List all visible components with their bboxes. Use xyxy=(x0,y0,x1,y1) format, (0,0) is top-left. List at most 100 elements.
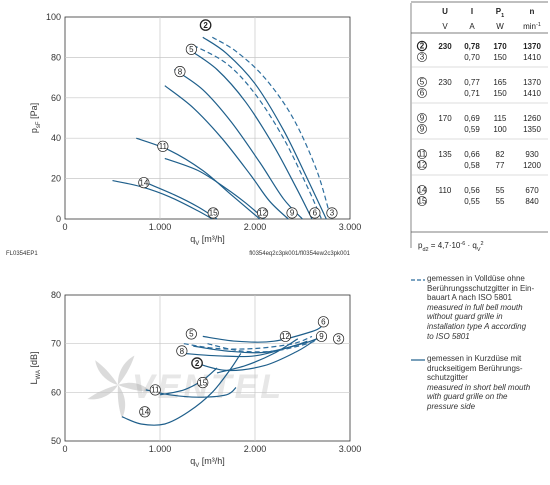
table-cell-I: 0,71 xyxy=(464,89,480,98)
table-row-marker xyxy=(417,77,427,87)
curve-marker-label: 6 xyxy=(321,318,326,327)
table-unit: min-1 xyxy=(523,22,541,31)
curve-marker-12 xyxy=(257,207,269,219)
y-tick-label: 60 xyxy=(51,387,61,397)
curve-marker-9 xyxy=(286,207,298,219)
table-unit: A xyxy=(469,22,475,31)
legend-line-en: measured in full bell mouth xyxy=(427,302,523,312)
curve-marker-label: 15 xyxy=(198,378,207,387)
curve-marker-15 xyxy=(207,207,219,219)
legend-line-en: to ISO 5801 xyxy=(427,331,470,341)
curve-marker-6 xyxy=(309,207,321,219)
y-tick-label: 60 xyxy=(51,93,61,103)
series-line-3 xyxy=(207,335,327,353)
table-row-marker xyxy=(417,88,427,98)
y-tick-label: 70 xyxy=(51,339,61,349)
table-row-marker-label: 3 xyxy=(420,52,425,61)
curve-marker-label: 14 xyxy=(140,408,149,417)
curve-marker-3 xyxy=(326,207,338,219)
series-line-14 xyxy=(121,353,242,426)
series-line-14 xyxy=(112,180,213,220)
fan-blade xyxy=(117,355,135,385)
curve-marker-6 xyxy=(317,316,329,328)
table-cell-n: 1200 xyxy=(523,161,541,170)
table-cell-U: 170 xyxy=(438,114,452,123)
legend-dashed-text: gemessen in Volldüse ohne Berührungsschut… xyxy=(427,274,534,341)
table-row-marker-label: 9 xyxy=(420,113,425,122)
table-cell-I: 0,70 xyxy=(464,53,480,62)
table-header-U: U xyxy=(442,7,448,16)
y-tick-label: 50 xyxy=(51,436,61,446)
table-row-marker xyxy=(417,113,427,123)
table-cell-P: 150 xyxy=(493,89,507,98)
x-tick-label: 2.000 xyxy=(244,444,267,454)
y-tick-label: 100 xyxy=(46,12,61,22)
legend-line-en: without guard grille in xyxy=(427,312,503,322)
legend-line-de: bauart A nach ISO 5801 xyxy=(427,293,512,303)
y-axis-label: LWA [dB] xyxy=(29,352,42,385)
x-tick-label: 0 xyxy=(62,444,67,454)
curve-marker-label: 8 xyxy=(180,347,185,356)
curve-marker-9 xyxy=(315,330,328,342)
table-cell-U: 135 xyxy=(438,150,452,159)
series-line-9 xyxy=(164,85,289,220)
pressure-chart: 0 1.000 2.000 3.000 0 20 40 60 80 100 2 5 8 11 14 15 12 9… xyxy=(6,12,361,257)
fan-blade xyxy=(95,360,118,385)
x-tick-label: 3.000 xyxy=(339,444,362,454)
curve-marker-15 xyxy=(197,377,209,389)
table-cell-P: 55 xyxy=(496,197,505,206)
series-line-11 xyxy=(145,387,237,398)
y-axis-label: psF [Pa] xyxy=(29,103,42,133)
legend-line-en: installation type A according xyxy=(427,321,527,331)
series-line-8 xyxy=(173,69,303,220)
table-cell-U: 110 xyxy=(439,186,452,195)
curve-marker-label: 9 xyxy=(319,332,324,341)
table-cell-I: 0,55 xyxy=(464,197,480,206)
table-cell-U: 230 xyxy=(438,78,452,87)
curve-marker-label: 6 xyxy=(313,209,318,218)
series-line-15 xyxy=(159,367,218,396)
table-cell-P: 77 xyxy=(496,161,505,170)
curve-marker-label: 3 xyxy=(330,209,335,218)
curve-marker-12 xyxy=(279,330,291,342)
table-row-marker xyxy=(416,40,428,52)
curve-marker-label: 3 xyxy=(336,335,341,344)
table-cell-I: 0,66 xyxy=(464,150,480,159)
chart-id-left: FL0354EP1 xyxy=(6,251,38,257)
table-row-marker-label: 9 xyxy=(420,124,425,133)
legend-line-de: schutzgitter xyxy=(427,373,468,383)
series-line-6 xyxy=(202,326,322,343)
series-line-9 xyxy=(193,338,317,354)
curve-marker-label: 9 xyxy=(290,209,295,218)
fan-blade xyxy=(118,382,151,392)
table-cell-P: 165 xyxy=(493,78,507,87)
table-row-marker-label: 15 xyxy=(418,196,427,205)
table-row-marker-label: 14 xyxy=(418,185,427,194)
x-tick-label: 2.000 xyxy=(244,222,267,232)
series-line-3 xyxy=(211,36,332,220)
curve-marker-label: 14 xyxy=(139,178,148,187)
curve-marker-5 xyxy=(185,328,197,340)
x-tick-label: 1.000 xyxy=(149,444,172,454)
legend-line-de: gemessen in Volldüse ohne xyxy=(427,274,525,283)
watermark-fan-icon xyxy=(87,355,151,419)
table-header-n: n xyxy=(530,7,535,16)
legend-line-en: measured in short bell mouth xyxy=(427,382,531,392)
table-cell-n: 1370 xyxy=(523,78,541,87)
table-cell-P: 55 xyxy=(496,186,505,195)
table-cell-P: 115 xyxy=(494,114,507,123)
x-tick-label: 0 xyxy=(62,222,67,232)
curve-marker-11 xyxy=(157,140,169,152)
curve-marker-3 xyxy=(333,333,345,345)
table-cell-n: 930 xyxy=(525,150,539,159)
curve-marker-label: 11 xyxy=(151,386,160,395)
table-cell-P: 100 xyxy=(493,125,507,134)
legend-line-en: pressure side xyxy=(427,401,476,411)
table-row-marker-label: 2 xyxy=(420,41,425,50)
table-cell-n: 840 xyxy=(525,197,539,206)
table-row-marker xyxy=(417,149,427,159)
table-row-marker xyxy=(417,52,427,62)
curve-marker-label: 11 xyxy=(159,142,168,151)
